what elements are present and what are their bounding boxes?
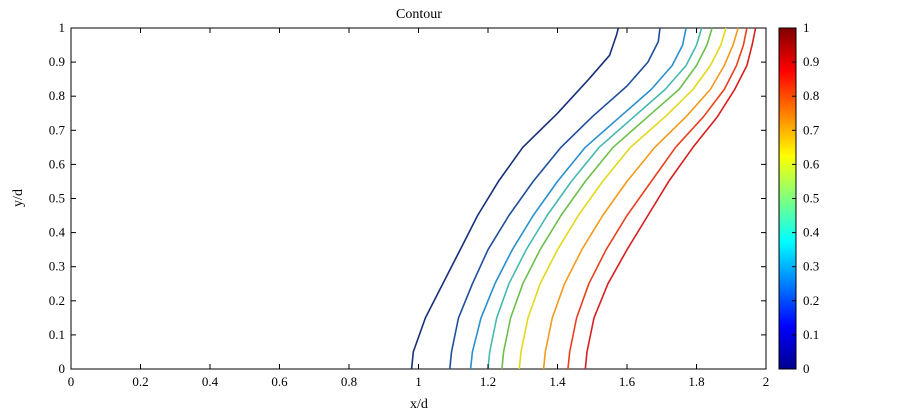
x-tick-label: 0.8 — [341, 374, 357, 389]
colorbar-ticks: 0 0.1 0.2 0.3 0.4 0.5 0.6 0.7 0.8 0.9 1 — [792, 20, 820, 376]
colorbar-tick-label: 0.6 — [803, 156, 820, 171]
x-axis-title: x/d — [410, 397, 428, 412]
x-tick-label: 0.4 — [202, 374, 219, 389]
x-tick-label: 0.2 — [132, 374, 148, 389]
x-tick-label: 1.2 — [480, 374, 496, 389]
y-tick-label: 1 — [59, 20, 66, 35]
y-axis-title: y/d — [11, 189, 26, 207]
x-tick-label: 2 — [763, 374, 770, 389]
contour-line-4 — [487, 27, 703, 370]
colorbar-tick-label: 0.8 — [803, 88, 819, 103]
contour-line-1 — [410, 27, 620, 370]
x-tick-label: 1 — [415, 374, 422, 389]
y-tick-label: 0.5 — [49, 191, 65, 206]
x-tick-label: 1.4 — [549, 374, 566, 389]
colorbar-tick-label: 0.9 — [803, 54, 819, 69]
colorbar-tick-label: 0.2 — [803, 293, 819, 308]
contour-line-2 — [449, 27, 661, 370]
plot-area: 0 0.2 0.4 0.6 0.8 1 1.2 1.4 1.6 1.8 2 0 0.1 0.2 0.3 0.… — [49, 20, 770, 389]
colorbar-tick-label: 0.5 — [803, 191, 819, 206]
x-axis-ticks: 0 0.2 0.4 0.6 0.8 1 1.2 1.4 1.6 1.8 2 — [68, 28, 770, 389]
colorbar-tick-label: 0.1 — [803, 327, 819, 342]
y-tick-label: 0.8 — [49, 88, 65, 103]
x-tick-label: 0.6 — [271, 374, 288, 389]
colorbar: 0 0.1 0.2 0.3 0.4 0.5 0.6 0.7 0.8 0.9 1 — [778, 20, 820, 376]
contour-line-5 — [501, 27, 713, 370]
y-tick-label: 0.9 — [49, 54, 65, 69]
y-tick-label: 0.7 — [49, 122, 66, 137]
contour-line-7 — [542, 27, 739, 370]
contour-line-9 — [584, 27, 757, 370]
colorbar-tick-label: 0.7 — [803, 122, 820, 137]
x-tick-label: 1.8 — [688, 374, 704, 389]
y-tick-label: 0.1 — [49, 327, 65, 342]
contour-line-3 — [469, 27, 687, 370]
y-tick-label: 0.6 — [49, 156, 66, 171]
y-tick-label: 0.4 — [49, 225, 66, 240]
colorbar-tick-label: 1 — [803, 20, 810, 35]
y-tick-label: 0 — [59, 361, 66, 376]
plot-frame — [70, 27, 767, 370]
colorbar-tick-label: 0.4 — [803, 225, 820, 240]
contour-line-8 — [567, 27, 748, 370]
y-tick-label: 0.3 — [49, 259, 65, 274]
chart-title: Contour — [396, 7, 442, 22]
y-axis-ticks: 0 0.1 0.2 0.3 0.4 0.5 0.6 0.7 0.8 0.9 1 — [49, 20, 766, 376]
contour-line-6 — [518, 27, 727, 370]
colorbar-tick-label: 0 — [803, 361, 810, 376]
contour-lines — [410, 27, 757, 370]
x-tick-label: 1.6 — [619, 374, 636, 389]
y-tick-label: 0.2 — [49, 293, 65, 308]
x-tick-label: 0 — [68, 374, 75, 389]
colorbar-tick-label: 0.3 — [803, 259, 819, 274]
